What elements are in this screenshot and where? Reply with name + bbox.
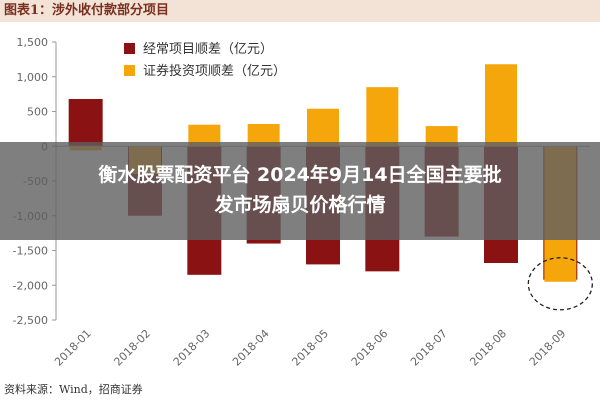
y-tick-label: 1,000 [17,71,49,84]
figure-title: 图表1：涉外收付款部分项目 [0,0,600,22]
y-tick-label: -2,500 [13,314,48,327]
bar-securities-2018-06 [366,87,399,147]
highlight-circle [527,257,593,311]
x-tick-label: 2018-05 [289,327,331,369]
legend-label: 证券投资项顺差（亿元） [143,63,286,79]
y-tick-label: -2,000 [13,279,48,292]
overlay-line-1: 衡水股票配资平台 2024年9月14日全国主要批 [98,164,502,186]
x-tick-label: 2018-09 [527,327,569,369]
bar-securities-2018-05 [307,108,339,147]
bar-securities-2018-07 [425,126,458,147]
overlay-text: 衡水股票配资平台 2024年9月14日全国主要批 发市场扇贝价格行情 [0,160,600,220]
legend: 经常项目顺差（亿元） 证券投资项顺差（亿元） [124,42,286,79]
overlay-line-2: 发市场扇贝价格行情 [214,194,386,216]
y-tick-label: 500 [27,106,48,119]
bar-securities-2018-04 [247,124,280,147]
y-tick-label: 1,500 [17,36,49,49]
x-tick-label: 2018-01 [52,327,94,369]
x-tick-label: 2018-07 [408,327,450,369]
legend-swatch [124,65,135,76]
x-tick-label: 2018-04 [230,327,272,369]
source-note: 资料来源：Wind，招商证券 [4,383,143,396]
legend-label: 经常项目顺差（亿元） [143,42,273,57]
legend-swatch [124,43,135,54]
annotation [527,257,593,311]
x-tick-label: 2018-06 [349,327,391,369]
bar-securities-2018-03 [188,124,221,147]
y-tick-label: -1,500 [13,245,48,258]
bar-securities-2018-08 [485,64,517,147]
overlay-banner [0,142,600,240]
x-tick-label: 2018-08 [467,327,509,369]
x-tick-label: 2018-02 [111,327,153,369]
bar-current-account-2018-01 [68,98,103,147]
x-tick-label: 2018-03 [171,327,213,369]
